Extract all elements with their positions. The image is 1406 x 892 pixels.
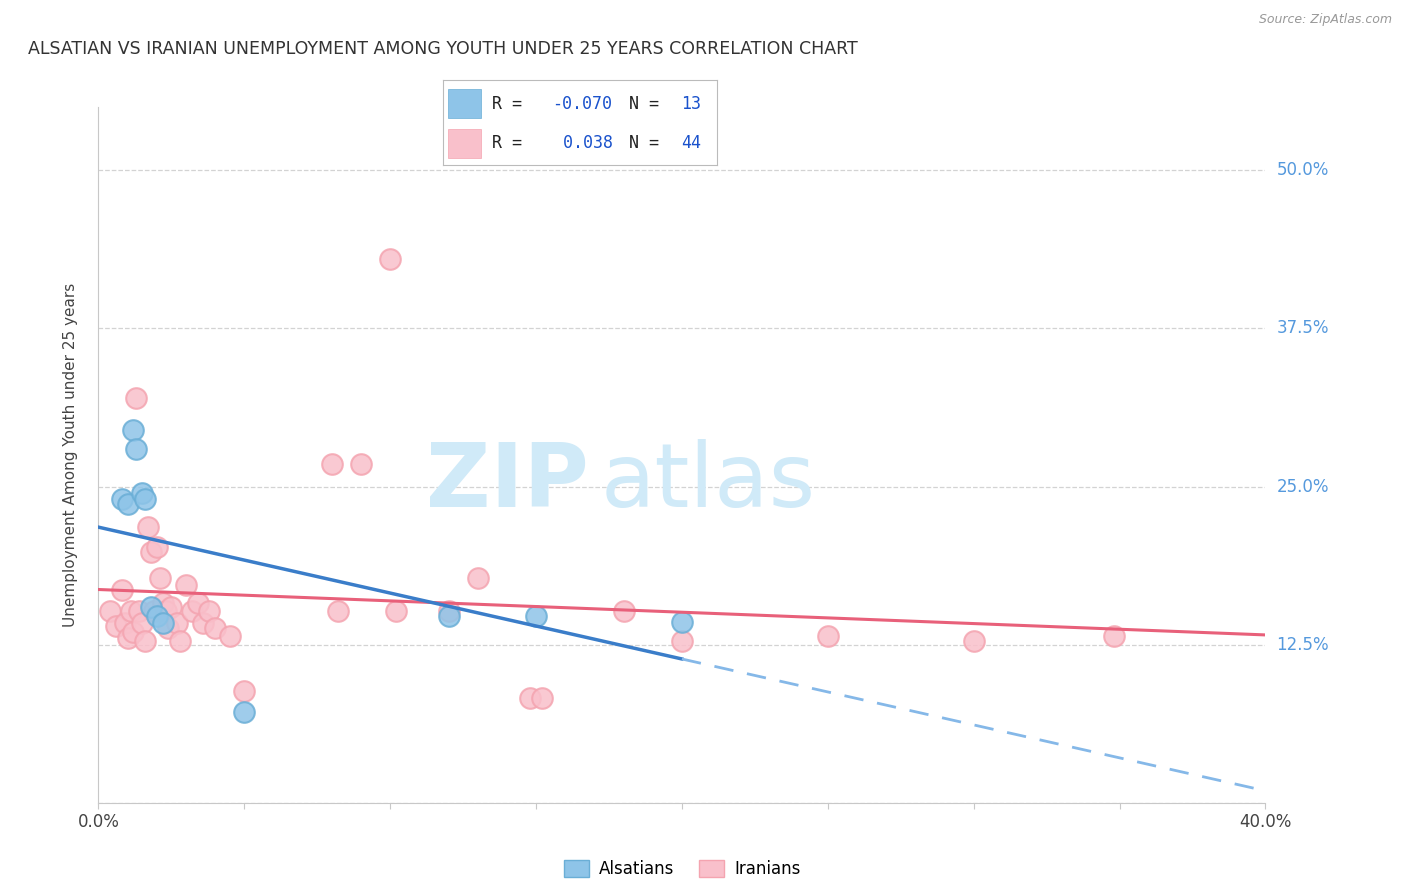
Point — [326, 603, 349, 617]
Point — [174, 578, 197, 592]
Text: 12.5%: 12.5% — [1277, 636, 1329, 654]
Text: 50.0%: 50.0% — [1277, 161, 1329, 179]
Point — [131, 486, 153, 500]
Point — [120, 603, 142, 617]
Bar — [449, 128, 481, 158]
Point — [166, 616, 188, 631]
Point — [111, 583, 134, 598]
Point — [114, 616, 136, 631]
Point — [98, 603, 121, 617]
Point — [155, 603, 177, 617]
Point — [180, 603, 202, 617]
Point — [671, 633, 693, 648]
Point — [467, 571, 489, 585]
Point — [962, 633, 984, 648]
Point — [671, 615, 693, 629]
Point — [134, 633, 156, 648]
Text: Source: ZipAtlas.com: Source: ZipAtlas.com — [1258, 13, 1392, 27]
Point — [204, 621, 226, 635]
Point — [1102, 629, 1125, 643]
Point — [139, 599, 162, 614]
Text: 13: 13 — [682, 95, 702, 112]
Point — [817, 629, 839, 643]
Point — [146, 541, 169, 555]
Point — [157, 621, 180, 635]
Point — [187, 596, 209, 610]
Point — [149, 571, 172, 585]
Point — [437, 603, 460, 617]
Legend: Alsatians, Iranians: Alsatians, Iranians — [557, 854, 807, 885]
Point — [385, 603, 408, 617]
Text: ALSATIAN VS IRANIAN UNEMPLOYMENT AMONG YOUTH UNDER 25 YEARS CORRELATION CHART: ALSATIAN VS IRANIAN UNEMPLOYMENT AMONG Y… — [28, 40, 858, 58]
Point — [169, 633, 191, 648]
Point — [152, 616, 174, 631]
Point — [117, 497, 139, 511]
Point — [111, 492, 134, 507]
Text: 44: 44 — [682, 135, 702, 153]
Point — [152, 596, 174, 610]
Point — [198, 603, 221, 617]
Text: 25.0%: 25.0% — [1277, 477, 1329, 496]
Point — [134, 492, 156, 507]
Text: R =: R = — [492, 95, 533, 112]
Text: R =: R = — [492, 135, 533, 153]
Point — [122, 423, 145, 437]
Bar — [449, 89, 481, 119]
Point — [128, 603, 150, 617]
Text: N =: N = — [630, 135, 669, 153]
Point — [233, 684, 256, 698]
Point — [131, 616, 153, 631]
Text: atlas: atlas — [600, 439, 815, 526]
Text: -0.070: -0.070 — [553, 95, 613, 112]
Point — [125, 442, 148, 456]
Text: 0.038: 0.038 — [553, 135, 613, 153]
Point — [437, 608, 460, 623]
Point — [122, 625, 145, 640]
Y-axis label: Unemployment Among Youth under 25 years: Unemployment Among Youth under 25 years — [63, 283, 77, 627]
Point — [104, 618, 127, 632]
Point — [142, 603, 165, 617]
Point — [321, 457, 343, 471]
Point — [117, 632, 139, 646]
Point — [160, 599, 183, 614]
Point — [136, 520, 159, 534]
Point — [139, 545, 162, 559]
Point — [530, 690, 553, 705]
Point — [233, 705, 256, 719]
Text: N =: N = — [630, 95, 669, 112]
Point — [350, 457, 373, 471]
Point — [146, 608, 169, 623]
Point — [524, 608, 547, 623]
Point — [519, 690, 541, 705]
Point — [612, 603, 634, 617]
Point — [218, 629, 240, 643]
Point — [125, 391, 148, 405]
Point — [378, 252, 402, 266]
Point — [193, 616, 215, 631]
Text: 37.5%: 37.5% — [1277, 319, 1329, 337]
Text: ZIP: ZIP — [426, 439, 589, 526]
